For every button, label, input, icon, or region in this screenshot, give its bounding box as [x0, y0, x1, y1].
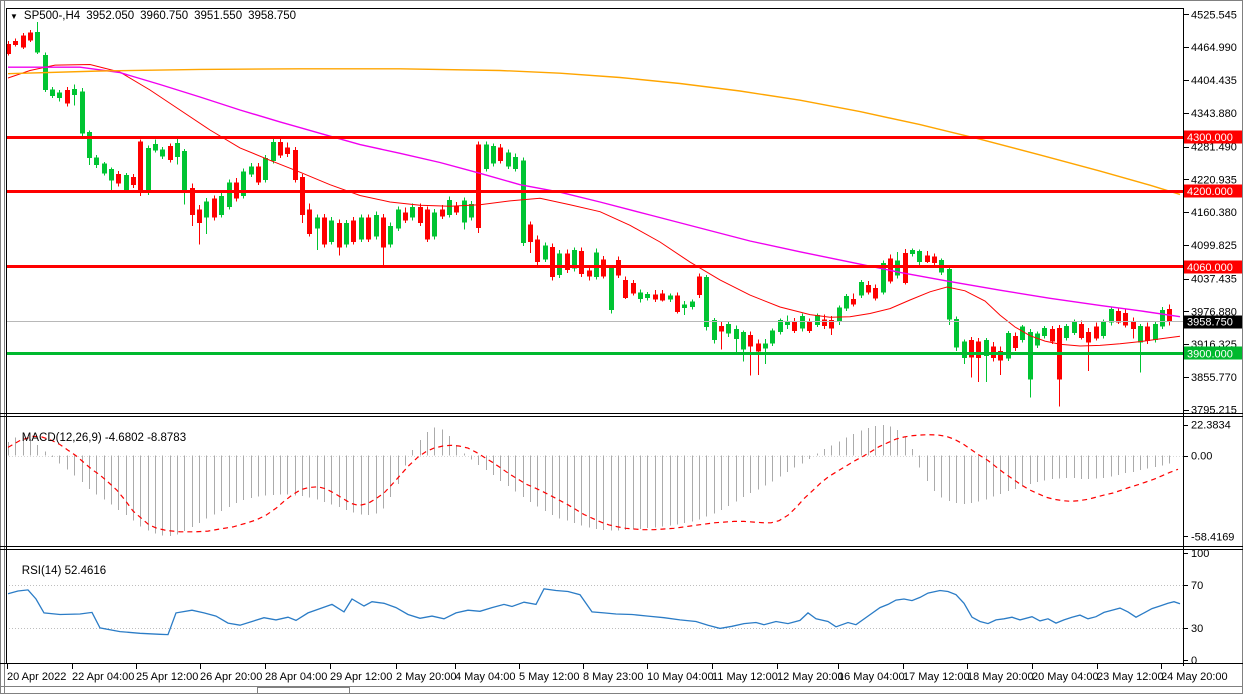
price-tick-label: 4404.435: [1191, 75, 1237, 87]
time-tick-label: 20 May 04:00: [1032, 671, 1099, 683]
price-tick-label: 3976.880: [1191, 306, 1237, 318]
rsi-tick-label: 100: [1191, 548, 1209, 560]
time-tick-label: 26 Apr 20:00: [200, 671, 262, 683]
symbol-header: ▼ SP500-,H4 3952.050 3960.750 3951.550 3958.7…: [10, 10, 296, 22]
rsi-value: 52.4616: [64, 565, 107, 577]
price-tick-label: 4464.990: [1191, 42, 1237, 54]
time-tick-label: 17 May 12:00: [903, 671, 970, 683]
svg-text:4300.000: 4300.000: [1187, 132, 1233, 144]
rsi-name: RSI(14): [21, 565, 62, 577]
time-tick-label: 12 May 20:00: [777, 671, 844, 683]
macd-signal-value: -8.8783: [147, 432, 187, 444]
time-tick-label: 8 May 23:00: [583, 671, 644, 683]
macd-tick-label: -58.4169: [1191, 531, 1234, 543]
time-tick-label: 28 Apr 04:00: [265, 671, 327, 683]
price-tick-label: 4343.880: [1191, 108, 1237, 120]
price-badge: 4300.000: [1184, 130, 1242, 144]
rsi-pane[interactable]: [6, 585, 1183, 636]
time-tick-label: 16 May 04:00: [838, 671, 905, 683]
price-tick-label: 4160.380: [1191, 207, 1237, 219]
time-tick-label: 23 May 12:00: [1097, 671, 1164, 683]
price-tick-label: 4525.545: [1191, 9, 1237, 21]
price-tick-label: 4037.435: [1191, 274, 1237, 286]
time-tick-label: 2 May 20:00: [396, 671, 457, 683]
low-value: 3951.550: [194, 10, 243, 22]
macd-tick-label: 0.00: [1191, 451, 1212, 463]
price-tick-label: 4281.490: [1191, 142, 1237, 154]
time-tick-label: 22 Apr 04:00: [72, 671, 134, 683]
svg-text:3958.750: 3958.750: [1187, 317, 1233, 329]
time-tick-label: 5 May 12:00: [519, 671, 580, 683]
open-value: 3952.050: [86, 10, 135, 22]
rsi-tick-label: 0: [1191, 655, 1197, 667]
pane-divider[interactable]: [0, 546, 1243, 550]
rsi-indicator-label: RSI(14) 52.4616: [9, 553, 106, 589]
price-tick-label: 4099.825: [1191, 240, 1237, 252]
svg-text:4200.000: 4200.000: [1187, 186, 1233, 198]
price-tick-label: 3795.215: [1191, 405, 1237, 417]
macd-main-value: -4.6802: [104, 432, 144, 444]
price-badge: 4200.000: [1184, 184, 1242, 198]
high-value: 3960.750: [140, 10, 189, 22]
time-tick-label: 10 May 04:00: [647, 671, 714, 683]
time-tick-label: 24 May 20:00: [1161, 671, 1228, 683]
svg-text:3900.000: 3900.000: [1187, 348, 1233, 360]
price-tick-label: 3855.770: [1191, 372, 1237, 384]
quick-nav-box[interactable]: [257, 687, 350, 694]
macd-tick-label: 22.3834: [1191, 420, 1231, 432]
main-price-pane[interactable]: [6, 21, 1183, 407]
rsi-tick-label: 30: [1191, 623, 1203, 635]
chart-dropdown-icon[interactable]: ▼: [10, 11, 18, 21]
macd-name: MACD(12,26,9): [21, 432, 102, 444]
time-tick-label: 18 May 20:00: [967, 671, 1034, 683]
price-tick-label: 4220.935: [1191, 174, 1237, 186]
time-tick-label: 11 May 12:00: [712, 671, 778, 683]
time-tick-label: 20 Apr 2022: [7, 671, 66, 683]
time-tick-label: 4 May 04:00: [455, 671, 516, 683]
price-badge: 4060.000: [1184, 260, 1242, 274]
time-tick-label: 25 Apr 12:00: [136, 671, 198, 683]
axes: 4525.545 4464.990 4404.435 4343.880 4281.490…: [7, 9, 1242, 683]
price-badge: 3900.000: [1184, 346, 1242, 360]
symbol-period-label: SP500-,H4: [23, 10, 81, 22]
time-tick-label: 29 Apr 12:00: [330, 671, 392, 683]
close-value: 3958.750: [248, 10, 297, 22]
macd-pane[interactable]: [6, 425, 1183, 537]
price-badge: 3958.750: [1184, 315, 1242, 329]
pane-divider[interactable]: [0, 413, 1243, 417]
rsi-tick-label: 70: [1191, 580, 1203, 592]
macd-indicator-label: MACD(12,26,9) -4.6802 -8.8783: [9, 420, 186, 456]
svg-text:4060.000: 4060.000: [1187, 262, 1233, 274]
